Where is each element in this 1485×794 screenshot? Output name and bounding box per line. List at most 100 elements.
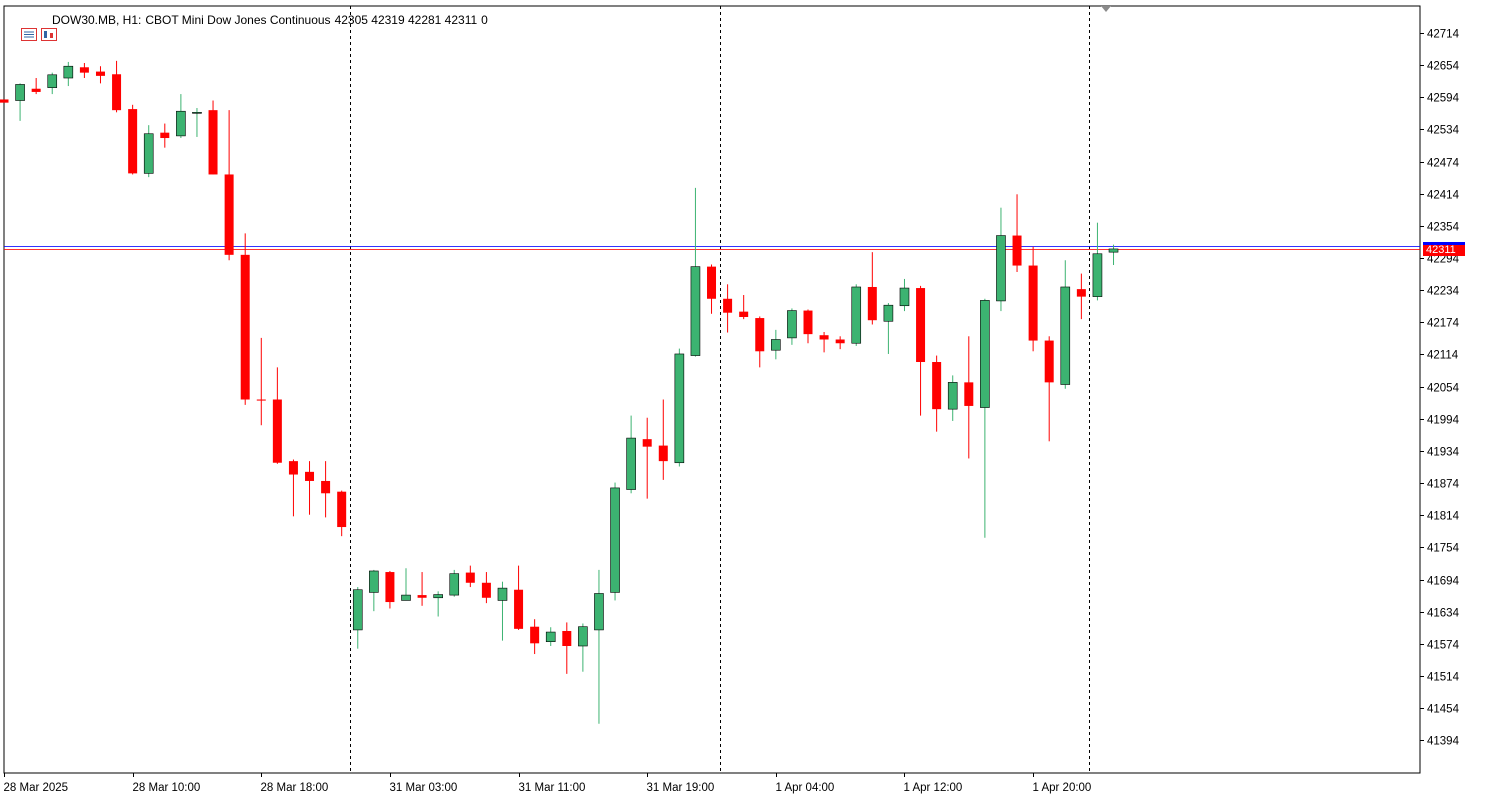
candle xyxy=(352,587,363,649)
price-tick-label: 42294 xyxy=(1427,254,1460,266)
candle-body xyxy=(497,587,508,601)
candle xyxy=(31,78,41,95)
candle xyxy=(1092,222,1103,301)
candle-body xyxy=(1028,265,1038,341)
price-tick-label: 42714 xyxy=(1427,29,1460,41)
candle xyxy=(964,336,974,459)
time-axis[interactable]: 28 Mar 2025 28 Mar 10:00 28 Mar 18:00 31 Ma… xyxy=(4,773,1092,794)
price-axis[interactable]: 42714 42654 42594 42534 42474 42414 42354 42294… xyxy=(1420,29,1460,748)
candle xyxy=(594,569,604,724)
chart-shift-marker-icon[interactable] xyxy=(1101,6,1111,12)
price-tick-label: 41694 xyxy=(1427,576,1460,588)
candle-body xyxy=(835,339,845,344)
candle-body xyxy=(545,631,556,643)
candle-body xyxy=(642,439,652,447)
candle xyxy=(1028,246,1038,352)
price-tick-label: 41874 xyxy=(1427,479,1460,491)
candle xyxy=(658,399,668,480)
candle xyxy=(0,99,9,103)
candle xyxy=(305,461,315,515)
candle-body xyxy=(143,133,154,174)
candle xyxy=(514,565,524,630)
trade-menu-icon[interactable] xyxy=(8,14,38,41)
candle xyxy=(417,572,427,606)
chart-description: CBOT Mini Dow Jones Continuous xyxy=(145,13,331,27)
candle-body xyxy=(95,71,105,76)
candle-body xyxy=(530,626,540,644)
candle-body xyxy=(15,84,25,101)
time-tick-label: 28 Mar 2025 xyxy=(4,782,69,794)
candle xyxy=(481,572,491,604)
candle-body xyxy=(803,310,813,335)
candle xyxy=(1012,194,1022,272)
chart-window-icon[interactable] xyxy=(28,14,58,41)
candle xyxy=(578,623,588,672)
candle-body xyxy=(240,254,250,400)
chart-spread: 0 xyxy=(481,13,488,27)
candle xyxy=(208,100,218,175)
chart-symbol: DOW30.MB, H1: xyxy=(52,13,142,27)
price-tick-label: 41634 xyxy=(1427,608,1460,620)
candle xyxy=(771,329,781,360)
candle-body xyxy=(739,311,749,317)
candle xyxy=(916,285,926,416)
candle-body xyxy=(771,339,781,351)
candle-body xyxy=(916,288,926,363)
candle-body xyxy=(578,626,588,647)
candle xyxy=(176,94,186,139)
candle xyxy=(1108,244,1119,266)
candle-body xyxy=(723,298,733,313)
price-tick-label: 42474 xyxy=(1427,158,1460,170)
time-tick-label: 1 Apr 20:00 xyxy=(1033,782,1092,794)
price-tick-label: 41394 xyxy=(1427,736,1460,748)
candle xyxy=(63,61,74,87)
candle-body xyxy=(449,573,460,596)
time-tick-label: 31 Mar 03:00 xyxy=(390,782,458,794)
price-tick-label: 42114 xyxy=(1427,350,1459,362)
price-tick-label: 42054 xyxy=(1427,383,1460,395)
time-tick-label: 1 Apr 04:00 xyxy=(776,782,835,794)
candle-body xyxy=(1060,286,1071,385)
candle-body xyxy=(947,382,958,410)
candle-body xyxy=(176,110,186,137)
price-tick-label: 42594 xyxy=(1427,93,1460,105)
candle-body xyxy=(1012,235,1022,266)
candle-body xyxy=(401,594,411,601)
candle-body xyxy=(385,572,395,603)
candle-body xyxy=(658,445,668,462)
candle xyxy=(385,570,395,609)
candle-body xyxy=(128,109,138,174)
price-tick-label: 42534 xyxy=(1427,125,1460,137)
candle xyxy=(947,375,958,421)
time-tick-label: 31 Mar 11:00 xyxy=(519,782,586,794)
candle xyxy=(1044,336,1054,442)
candle-body xyxy=(964,382,974,406)
candle-body xyxy=(707,266,717,299)
candle xyxy=(321,461,331,518)
candle-body xyxy=(1108,248,1119,253)
candle-body xyxy=(851,286,862,344)
time-tick-label: 28 Mar 10:00 xyxy=(133,782,201,794)
time-tick-label: 28 Mar 18:00 xyxy=(261,782,329,794)
candle xyxy=(369,569,379,612)
candle-body xyxy=(63,65,74,79)
candle xyxy=(819,331,829,353)
candle xyxy=(707,264,717,314)
candle xyxy=(143,125,154,178)
candle-body xyxy=(626,437,636,490)
candle xyxy=(128,104,138,175)
candle-body xyxy=(0,99,9,103)
price-tick-label: 42414 xyxy=(1427,190,1460,202)
candle xyxy=(899,278,910,312)
price-tick-label: 42234 xyxy=(1427,286,1460,298)
candle xyxy=(192,108,202,137)
candle xyxy=(932,355,942,432)
candle-body xyxy=(562,630,572,646)
candle-body xyxy=(899,287,910,307)
candle-body xyxy=(79,67,89,73)
candle xyxy=(980,298,990,538)
bid-price-label: 42311 xyxy=(1423,244,1465,256)
price-tick-label: 41514 xyxy=(1427,672,1460,684)
candle-body xyxy=(208,110,218,175)
